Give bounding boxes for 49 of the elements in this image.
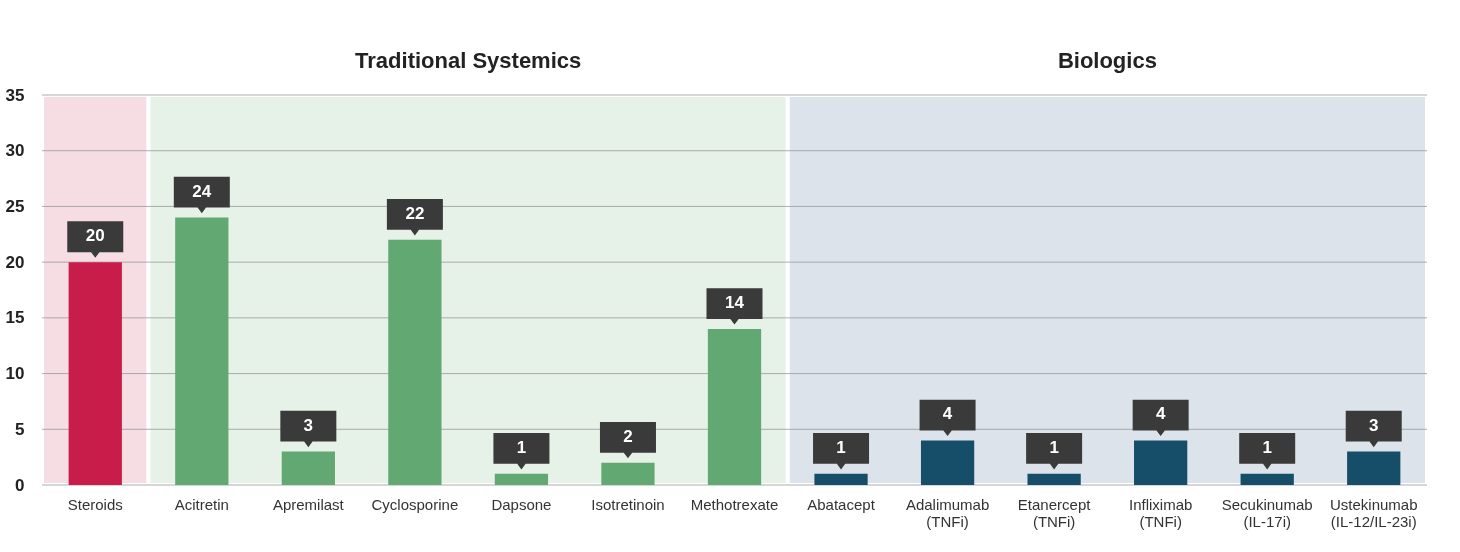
x-tick-label: Abatacept <box>807 495 876 513</box>
x-tick-label: Dapsone <box>491 495 552 513</box>
data-label: 4 <box>1155 404 1166 424</box>
data-label: 3 <box>303 415 314 435</box>
x-tick-label: Secukinumab (IL-17i) <box>1221 495 1313 530</box>
y-tick-label: 5 <box>15 419 25 439</box>
data-label: 20 <box>85 226 105 246</box>
y-tick-label: 15 <box>5 308 25 328</box>
band-label: Traditional Systemics <box>355 48 582 73</box>
data-label: 24 <box>192 181 212 201</box>
data-label: 2 <box>623 426 633 446</box>
y-tick-label: 35 <box>5 85 25 105</box>
x-tick-label: Isotretinoin <box>591 495 665 513</box>
x-tick-label: Apremilast <box>272 495 345 513</box>
x-tick-label: Acitretin <box>174 495 229 513</box>
x-tick-label: Steroids <box>67 495 123 513</box>
x-tick-label: Adalimumab (TNFi) <box>905 495 990 530</box>
data-label: 4 <box>942 404 953 424</box>
band-label: Biologics <box>1057 48 1157 73</box>
y-tick-label: 25 <box>5 196 25 216</box>
data-label: 22 <box>405 203 425 223</box>
data-label: 3 <box>1369 415 1379 435</box>
y-tick-label: 20 <box>5 252 25 272</box>
x-tick-label: Etanercept (TNFi) <box>1017 495 1092 530</box>
data-label: 14 <box>725 293 745 312</box>
bar <box>175 217 229 485</box>
y-tick-label: 0 <box>15 475 25 495</box>
bar <box>920 440 975 485</box>
x-tick-label: Ustekinumab (IL-12/IL-23i) <box>1329 495 1418 530</box>
y-tick-label: 10 <box>5 364 25 384</box>
bar <box>281 451 335 485</box>
bar <box>68 262 122 485</box>
x-tick-label: Cyclosporine <box>371 495 459 513</box>
y-tick-label: 30 <box>5 141 25 161</box>
x-tick-label: Methotrexate <box>690 495 779 513</box>
data-label: 1 <box>1049 437 1059 457</box>
bar <box>1347 451 1401 485</box>
bar <box>707 329 762 485</box>
bar <box>1240 473 1294 485</box>
bar <box>1134 440 1188 485</box>
bar <box>494 473 549 485</box>
bar <box>1027 473 1081 485</box>
data-label: 1 <box>836 437 846 457</box>
bar <box>388 239 442 485</box>
bar <box>814 473 868 485</box>
bar <box>601 462 655 485</box>
data-label: 1 <box>1262 437 1272 457</box>
data-label: 1 <box>516 437 527 457</box>
x-tick-label: Infliximab (TNFi) <box>1128 495 1193 530</box>
